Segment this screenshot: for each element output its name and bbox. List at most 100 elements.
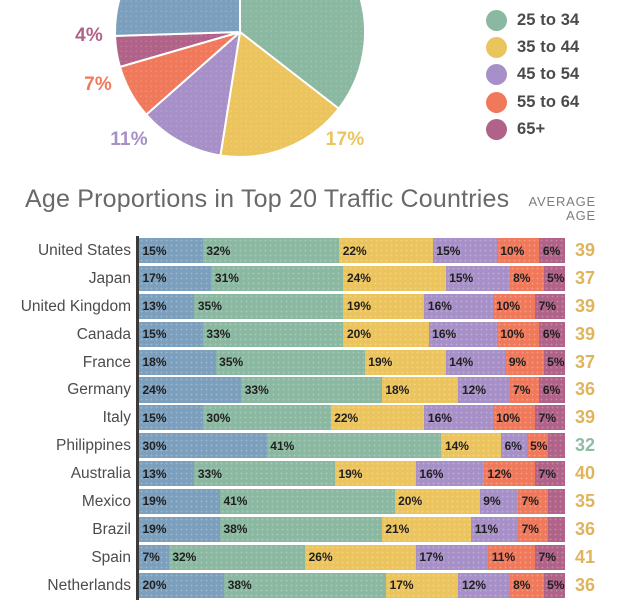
bar-segment-orange: 8% (509, 265, 544, 292)
legend-item-label: 35 to 44 (517, 38, 580, 57)
bar-segment-orange: 10% (496, 238, 540, 264)
average-age-value: 39 (575, 407, 596, 428)
bar-segment-maroon: 7% (535, 405, 565, 431)
bar-segment-orange: 11% (488, 544, 536, 570)
country-label: Spain (91, 548, 131, 566)
average-age-value: 37 (575, 351, 596, 372)
bar-segment-label: 13% (142, 466, 167, 481)
bar-segment-purple: 17% (415, 544, 489, 570)
average-age-value: 32 (575, 435, 596, 456)
legend-item-25-to-34: 25 to 34 (486, 10, 579, 31)
bar-segment-yellow: 19% (334, 461, 416, 487)
chart-title: Age Proportions in Top 20 Traffic Countr… (25, 185, 510, 213)
bar-segment-label: 15% (449, 271, 474, 286)
stacked-bar: 19% 38% 21% 11% 7% (139, 516, 565, 542)
bar-segment-label: 6% (542, 382, 561, 397)
country-label: France (82, 353, 131, 371)
bar-segment-label: 33% (244, 382, 269, 397)
country-label: Philippines (56, 437, 131, 455)
bar-segment-maroon (547, 433, 565, 459)
stacked-bar: 13% 33% 19% 16% 12% 7% (139, 461, 565, 487)
bar-segment-orange: 9% (505, 349, 544, 375)
bar-segment-label: 31% (214, 271, 239, 286)
bar-chart-axis-line (136, 236, 139, 600)
bar-segment-label: 24% (346, 271, 371, 286)
bar-segment-label: 12% (461, 578, 486, 593)
bar-segment-label: 14% (444, 438, 469, 453)
bar-segment-label: 5% (547, 271, 565, 286)
bar-segment-label: 10% (500, 243, 525, 258)
bar-segment-label: 17% (419, 550, 444, 565)
bar-segment-label: 33% (197, 466, 222, 481)
bar-segment-label: 32% (172, 550, 197, 565)
bar-row-japan: Japan 17% 31% 24% 15% 8% 5% 37 (0, 265, 620, 292)
bar-segment-purple: 16% (415, 461, 485, 487)
average-age-value: 40 (575, 463, 596, 483)
bar-segment-yellow: 20% (343, 321, 429, 347)
bar-segment-yellow: 17% (386, 572, 459, 598)
bar-segment-label: 41% (223, 494, 248, 509)
bar-segment-purple: 15% (432, 238, 497, 264)
stacked-bar: 15% 30% 22% 16% 10% 7% (139, 405, 565, 431)
legend-swatch-icon (486, 64, 507, 86)
average-age-value: 36 (575, 379, 596, 400)
average-age-value: 39 (575, 295, 596, 316)
bar-row-france: France 18% 35% 19% 14% 9% 5% 37 (0, 349, 620, 375)
average-age-value: 36 (575, 574, 596, 595)
bar-segment-label: 21% (385, 522, 410, 537)
bar-segment-maroon: 7% (535, 544, 565, 570)
bar-segment-label: 19% (368, 355, 393, 370)
country-label: Japan (88, 269, 131, 287)
stacked-bar: 19% 41% 20% 9% 7% (139, 488, 565, 515)
bar-segment-label: 13% (142, 299, 167, 314)
country-label: Australia (70, 465, 131, 482)
bar-segment-label: 9% (483, 494, 501, 509)
bar-segment-label: 5% (547, 355, 565, 370)
bar-segment-label: 11% (474, 522, 499, 537)
bar-segment-green: 35% (194, 293, 344, 319)
stacked-bar: 17% 31% 24% 15% 8% 5% (139, 265, 565, 292)
bar-segment-label: 10% (496, 410, 521, 425)
bar-segment-label: 18% (142, 355, 167, 370)
bar-segment-label: 6% (542, 327, 561, 342)
bar-segment-orange: 7% (518, 488, 548, 515)
country-label: United States (37, 242, 131, 259)
bar-segment-label: 8% (513, 578, 531, 593)
bar-segment-maroon: 6% (539, 377, 565, 403)
bar-segment-maroon: 7% (535, 293, 565, 319)
country-label: Italy (102, 409, 131, 427)
bar-segment-label: 17% (389, 578, 414, 593)
bar-segment-label: 32% (206, 243, 231, 258)
stacked-bar: 30% 41% 14% 6% 5% (139, 433, 565, 459)
bar-segment-label: 15% (142, 327, 167, 342)
bar-segment-yellow: 22% (339, 238, 433, 264)
bar-segment-green: 31% (211, 265, 344, 292)
bar-segment-maroon: 7% (535, 461, 565, 487)
bar-segment-maroon: 5% (543, 349, 565, 375)
bar-segment-green: 30% (202, 405, 331, 431)
bar-segment-maroon: 5% (543, 265, 565, 292)
bar-segment-label: 8% (513, 271, 531, 286)
bar-segment-label: 7% (142, 550, 160, 565)
bar-segment-purple: 6% (501, 433, 527, 459)
country-label: Canada (76, 325, 131, 343)
bar-segment-label: 38% (227, 578, 252, 593)
bar-segment-label: 17% (142, 271, 167, 286)
stacked-bar: 18% 35% 19% 14% 9% 5% (139, 349, 565, 375)
stacked-bar: 13% 35% 19% 16% 10% 7% (139, 293, 565, 319)
bar-segment-orange: 5% (526, 433, 548, 459)
legend-item-65+: 65+ (486, 118, 579, 140)
bar-segment-label: 22% (334, 410, 359, 425)
pie-texture-overlay (116, 0, 364, 156)
legend-item-45-to-54: 45 to 54 (486, 64, 579, 86)
bar-segment-label: 35% (219, 355, 244, 370)
bar-segment-yellow: 19% (343, 293, 425, 319)
average-age-line1: AVERAGE (528, 194, 596, 209)
bar-segment-blue: 15% (139, 238, 203, 264)
stacked-bar-chart: United States 15% 32% 22% 15% 10% 6% 39 Japan 17%… (0, 238, 620, 600)
country-label: Mexico (81, 492, 131, 510)
legend-item-label: 25 to 34 (517, 11, 580, 29)
bar-segment-label: 20% (346, 327, 371, 342)
stacked-bar: 15% 33% 20% 16% 10% 6% (139, 321, 565, 347)
